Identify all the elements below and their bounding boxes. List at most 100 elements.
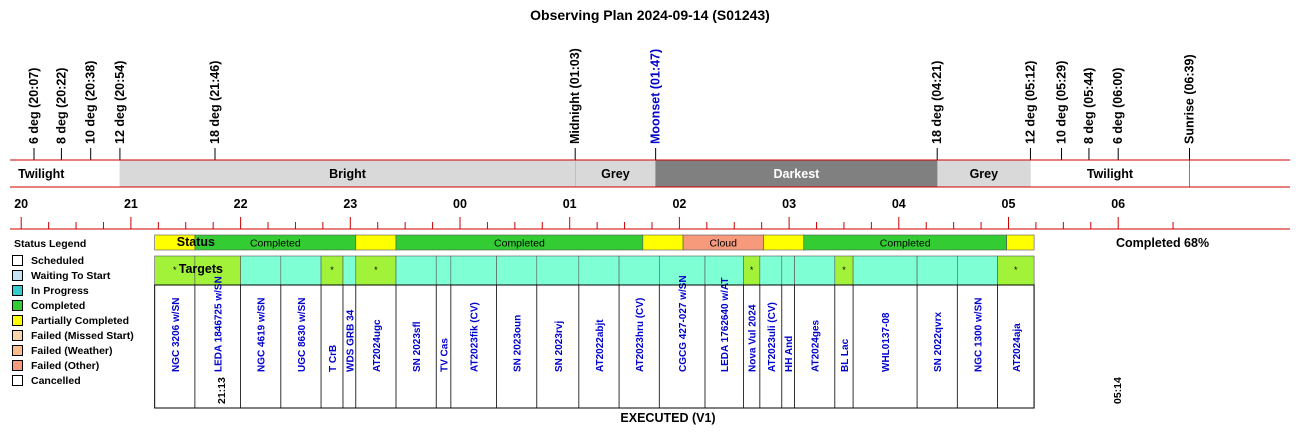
partial-mark: * <box>330 265 334 275</box>
partial-mark: * <box>173 265 177 275</box>
legend-item: Failed (Missed Start) <box>10 328 180 343</box>
status-row: Completed Completed Cloud Completed <box>154 234 1035 251</box>
legend-item: Failed (Other) <box>10 358 180 373</box>
hour-tick-label: 01 <box>563 197 577 211</box>
legend-item: Partially Completed <box>10 313 180 328</box>
targets-row: * * * * * * * <box>154 255 1035 286</box>
event-label: 8 deg (20:22) <box>54 68 68 144</box>
target-name: HH And <box>784 336 795 372</box>
event-label: 18 deg (21:46) <box>208 61 222 144</box>
hour-tick-label: 02 <box>672 197 686 211</box>
event-label: Midnight (01:03) <box>568 48 582 144</box>
target-name: NGC 4619 w/SN <box>257 298 268 372</box>
event-label: 12 deg (05:12) <box>1023 61 1037 144</box>
target-block <box>435 255 452 286</box>
legend-label: Failed (Weather) <box>31 344 113 357</box>
sky-band <box>575 160 656 187</box>
target-block <box>280 255 322 286</box>
target-block <box>395 255 437 286</box>
target-block <box>240 255 282 286</box>
sky-brightness-bands: Twilight Bright Grey Darkest Grey Twilight <box>0 159 1290 230</box>
target-block <box>781 255 795 286</box>
legend-title: Status Legend <box>14 238 87 250</box>
status-segment-label: Completed <box>880 238 931 250</box>
legend-label: Completed <box>31 299 86 312</box>
chart-title: Observing Plan 2024-09-14 (S01243) <box>530 7 770 23</box>
partial-mark: * <box>216 265 220 275</box>
target-block <box>536 255 580 286</box>
target-name: AT2023uli (CV) <box>767 302 778 372</box>
hour-tick-label: 23 <box>343 197 357 211</box>
target-block <box>154 255 196 286</box>
legend-item: Cancelled <box>10 373 180 388</box>
target-name: T CrB <box>328 345 339 372</box>
target-block <box>997 255 1035 286</box>
legend-label: In Progress <box>31 284 89 297</box>
status-row-label: Status <box>177 235 215 249</box>
target-block <box>496 255 538 286</box>
sky-band <box>937 160 1031 187</box>
partial-mark: * <box>842 265 846 275</box>
legend-swatch <box>12 330 23 341</box>
legend-items: Scheduled Waiting To Start In Progress Comp… <box>10 253 180 388</box>
sky-band-label: Twilight <box>18 167 65 181</box>
legend-swatch <box>12 255 23 266</box>
hour-tick-label: 06 <box>1111 197 1125 211</box>
target-name: AT2023fik (CV) <box>470 302 481 372</box>
legend-item: Scheduled <box>10 253 180 268</box>
status-segment <box>763 234 805 251</box>
target-name: TV Cas <box>440 338 451 372</box>
target-name: CGCG 427-027 w/SN <box>678 275 689 372</box>
status-segment <box>355 234 397 251</box>
status-segment <box>1006 234 1035 251</box>
legend-label: Waiting To Start <box>31 269 111 282</box>
event-label: 10 deg (20:38) <box>84 61 98 144</box>
legend-swatch <box>12 375 23 386</box>
target-name: SN 2022qvrx <box>933 312 944 372</box>
hour-tick-label: 21 <box>124 197 138 211</box>
legend-swatch <box>12 360 23 371</box>
status-segment-label: Completed <box>250 238 301 250</box>
hour-tick-label: 00 <box>453 197 467 211</box>
status-legend: Status Legend Scheduled Waiting To Start I… <box>10 238 180 388</box>
event-label: Sunrise (06:39) <box>1183 54 1197 144</box>
legend-item: Failed (Weather) <box>10 343 180 358</box>
end-time-label: 05:14 <box>1112 377 1124 404</box>
target-name: WHL0137-08 <box>881 312 892 372</box>
target-name: AT2023hru (CV) <box>635 298 646 372</box>
target-block <box>794 255 836 286</box>
sky-band-label: Bright <box>329 167 367 181</box>
target-name: SN 2023oun <box>513 315 524 372</box>
event-label: 8 deg (05:44) <box>1082 68 1096 144</box>
target-name: BL Lac <box>840 338 851 372</box>
hour-tick-label: 22 <box>234 197 248 211</box>
target-name: AT2024ges <box>811 319 822 372</box>
status-segment <box>642 234 684 251</box>
target-name: NGC 3206 w/SN <box>171 298 182 372</box>
target-block <box>194 255 241 286</box>
target-names: NGC 3206 w/SN LEDA 1846725 w/SN NGC 4619 w… <box>154 275 1035 409</box>
target-block <box>342 255 357 286</box>
target-block <box>578 255 620 286</box>
sky-band <box>119 160 576 187</box>
legend-label: Cancelled <box>31 374 81 387</box>
completed-summary: Completed 68% <box>1116 236 1209 250</box>
target-block <box>450 255 497 286</box>
event-label: 12 deg (20:54) <box>113 61 127 144</box>
hour-tick-label: 04 <box>892 197 906 211</box>
target-name: Nova Vul 2024 <box>748 304 759 372</box>
target-block <box>618 255 660 286</box>
partial-mark: * <box>750 265 754 275</box>
status-segment-label: Cloud <box>710 238 738 250</box>
footer-label: EXECUTED (V1) <box>620 411 715 425</box>
hour-tick-label: 03 <box>782 197 796 211</box>
legend-item: Waiting To Start <box>10 268 180 283</box>
target-names-frame <box>154 284 1035 409</box>
event-label: 6 deg (20:07) <box>27 68 41 144</box>
legend-label: Failed (Other) <box>31 359 100 372</box>
event-label: 10 deg (05:29) <box>1055 61 1069 144</box>
target-block <box>957 255 998 286</box>
hour-tick-label: 20 <box>14 197 28 211</box>
event-label: 18 deg (04:21) <box>930 61 944 144</box>
